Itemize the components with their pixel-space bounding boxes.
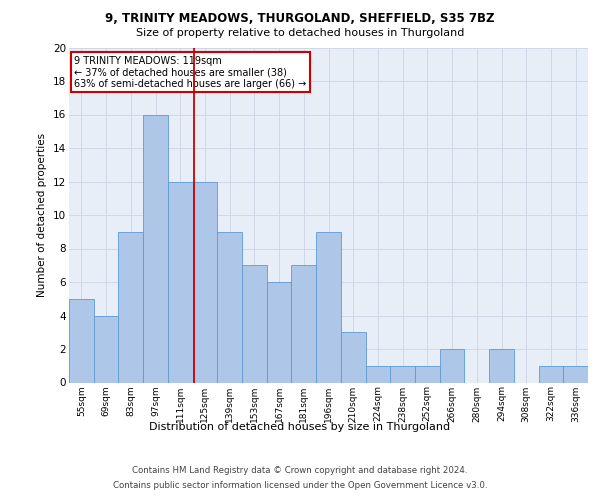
Bar	[267, 282, 292, 382]
Bar	[143, 114, 168, 382]
Bar	[193, 182, 217, 382]
Bar	[415, 366, 440, 382]
Bar	[316, 232, 341, 382]
Bar	[168, 182, 193, 382]
Text: 9 TRINITY MEADOWS: 119sqm
← 37% of detached houses are smaller (38)
63% of semi-: 9 TRINITY MEADOWS: 119sqm ← 37% of detac…	[74, 56, 307, 89]
Bar	[118, 232, 143, 382]
Text: Distribution of detached houses by size in Thurgoland: Distribution of detached houses by size …	[149, 422, 451, 432]
Bar	[563, 366, 588, 382]
Bar	[292, 265, 316, 382]
Bar	[365, 366, 390, 382]
Bar	[390, 366, 415, 382]
Bar	[69, 298, 94, 382]
Bar	[217, 232, 242, 382]
Bar	[242, 265, 267, 382]
Text: Contains public sector information licensed under the Open Government Licence v3: Contains public sector information licen…	[113, 481, 487, 490]
Y-axis label: Number of detached properties: Number of detached properties	[37, 133, 47, 297]
Bar	[440, 349, 464, 382]
Bar	[539, 366, 563, 382]
Bar	[489, 349, 514, 382]
Text: 9, TRINITY MEADOWS, THURGOLAND, SHEFFIELD, S35 7BZ: 9, TRINITY MEADOWS, THURGOLAND, SHEFFIEL…	[105, 12, 495, 26]
Text: Contains HM Land Registry data © Crown copyright and database right 2024.: Contains HM Land Registry data © Crown c…	[132, 466, 468, 475]
Bar	[94, 316, 118, 382]
Text: Size of property relative to detached houses in Thurgoland: Size of property relative to detached ho…	[136, 28, 464, 38]
Bar	[341, 332, 365, 382]
